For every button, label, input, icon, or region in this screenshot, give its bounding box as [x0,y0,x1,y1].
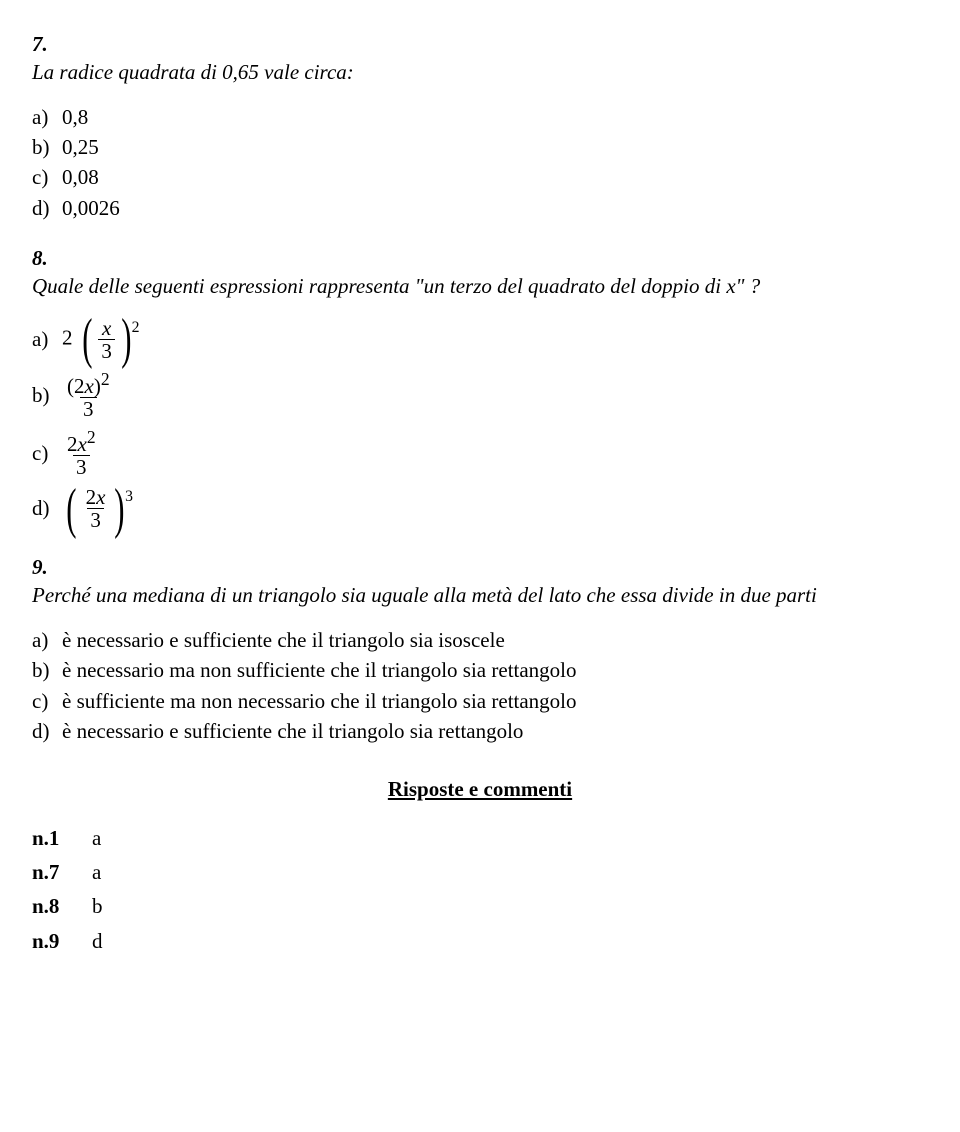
outer-exponent: 3 [125,486,133,507]
option-value: è necessario ma non sufficiente che il t… [62,656,577,684]
option-letter: b) [32,133,62,161]
fraction-denominator: 3 [73,455,90,478]
option-lead: 2 [62,325,73,349]
q7-options: a) 0,8 b) 0,25 c) 0,08 d) 0,0026 [32,103,928,222]
q7-text: La radice quadrata di 0,65 vale circa: [32,58,928,86]
num-exponent: 2 [101,369,110,389]
q9-options: a) è necessario e sufficiente che il tri… [32,626,928,745]
q9-number: 9. [32,553,928,581]
option-expression: ( 2x 3 ) 3 [62,486,133,531]
answer-value: a [92,858,101,886]
q8-number: 8. [32,244,928,272]
option-letter: d) [32,717,62,745]
fraction-numerator: 2x [83,486,109,508]
q8-option-c: c) 2x2 3 [32,428,928,478]
fraction: 2x2 3 [64,428,99,478]
left-paren-icon: ( [82,318,92,360]
option-letter: a) [32,103,62,131]
option-value: è necessario e sufficiente che il triang… [62,626,505,654]
fraction: 2x 3 [83,486,109,531]
option-letter: d) [32,194,62,222]
q9-option: c) è sufficiente ma non necessario che i… [32,687,928,715]
option-expression: 2 ( x 3 ) 2 [62,317,139,362]
q7-number: 7. [32,30,928,58]
variable-x: x [96,485,105,509]
q7-option: d) 0,0026 [32,194,928,222]
q9-option: d) è necessario e sufficiente che il tri… [32,717,928,745]
option-value: 0,08 [62,163,99,191]
answer-row: n.8 b [32,892,928,920]
q7-option: a) 0,8 [32,103,928,131]
fraction-numerator: 2x2 [64,428,99,455]
num-suffix: ) [94,374,101,398]
variable-x: x [78,432,87,456]
q8-option-d: d) ( 2x 3 ) 3 [32,486,928,531]
page: 7. La radice quadrata di 0,65 vale circa… [0,0,960,1132]
num-prefix: 2 [86,485,97,509]
answers-title: Risposte e commenti [32,775,928,803]
option-value: è sufficiente ma non necessario che il t… [62,687,577,715]
q9-text: Perché una mediana di un triangolo sia u… [32,581,928,609]
answer-value: b [92,892,103,920]
parenthesized-fraction: ( x 3 ) 2 [78,317,140,362]
option-letter: c) [32,163,62,191]
answer-key: n.8 [32,892,92,920]
q8-option-a: a) 2 ( x 3 ) 2 [32,317,928,362]
option-expression: (2x)2 3 [62,370,115,420]
option-value: 0,8 [62,103,88,131]
variable-x: x [85,374,94,398]
num-prefix: (2 [67,374,85,398]
q7-option: c) 0,08 [32,163,928,191]
option-letter: c) [32,439,62,467]
option-value: 0,25 [62,133,99,161]
answer-value: a [92,824,101,852]
option-letter: a) [32,325,62,353]
option-value: è necessario e sufficiente che il triang… [62,717,523,745]
fraction-numerator: x [99,317,114,339]
fraction-denominator: 3 [80,397,97,420]
q9-option: a) è necessario e sufficiente che il tri… [32,626,928,654]
q8-option-b: b) (2x)2 3 [32,370,928,420]
q9-option: b) è necessario ma non sufficiente che i… [32,656,928,684]
outer-exponent: 2 [132,317,140,338]
right-paren-icon: ) [115,488,125,530]
q8-text: Quale delle seguenti espressioni rappres… [32,272,928,300]
option-value: 0,0026 [62,194,120,222]
option-expression: 2x2 3 [62,428,101,478]
option-letter: d) [32,494,62,522]
q8-options: a) 2 ( x 3 ) 2 b) (2x)2 [32,317,928,531]
answer-key: n.7 [32,858,92,886]
fraction: x 3 [98,317,115,362]
fraction-numerator: (2x)2 [64,370,113,397]
fraction: (2x)2 3 [64,370,113,420]
answer-key: n.1 [32,824,92,852]
num-prefix: 2 [67,432,78,456]
option-letter: a) [32,626,62,654]
fraction-denominator: 3 [87,508,104,531]
fraction-denominator: 3 [98,339,115,362]
answer-key: n.9 [32,927,92,955]
answer-row: n.9 d [32,927,928,955]
right-paren-icon: ) [121,318,131,360]
option-letter: c) [32,687,62,715]
option-letter: b) [32,656,62,684]
answer-row: n.7 a [32,858,928,886]
answers-list: n.1 a n.7 a n.8 b n.9 d [32,824,928,955]
parenthesized-fraction: ( 2x 3 ) 3 [62,486,133,531]
answer-row: n.1 a [32,824,928,852]
option-letter: b) [32,381,62,409]
left-paren-icon: ( [66,488,76,530]
answer-value: d [92,927,103,955]
q7-option: b) 0,25 [32,133,928,161]
num-exponent: 2 [87,427,96,447]
